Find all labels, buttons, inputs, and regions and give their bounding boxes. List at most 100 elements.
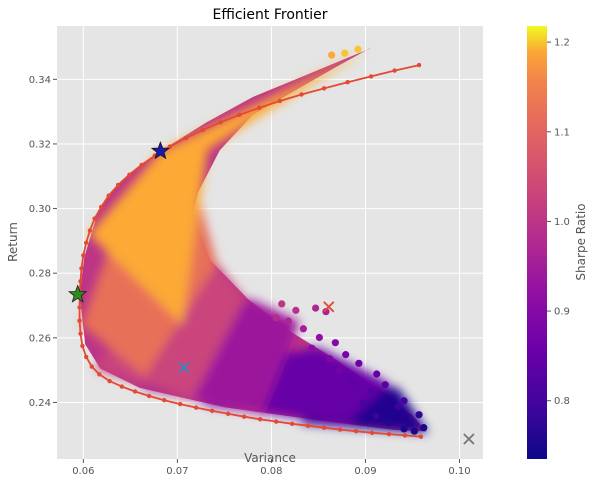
frontier-point (162, 397, 167, 403)
y-tick-label: 0.28 (29, 269, 51, 280)
frontier-point (273, 419, 279, 424)
frontier-point (321, 86, 327, 91)
portfolio-point (373, 370, 381, 378)
portfolio-point (272, 314, 280, 322)
x-tick-label: 0.06 (72, 466, 94, 477)
portfolio-point (308, 344, 316, 352)
frontier-point (402, 433, 408, 438)
frontier-point (78, 331, 83, 336)
frontier-point (78, 279, 83, 284)
frontier-point (289, 421, 295, 426)
frontier-point (337, 427, 343, 432)
x_marker_1 (323, 301, 335, 313)
frontier-point (193, 405, 199, 410)
frontier-point (81, 253, 86, 258)
min_variance-star (68, 284, 88, 303)
max_sharpe-star (150, 140, 171, 160)
frontier-point (127, 172, 132, 177)
portfolio-point (400, 397, 408, 405)
portfolio-point (381, 381, 389, 389)
portfolio-point (312, 304, 320, 312)
y-tick-label: 0.34 (29, 75, 51, 86)
frontier-point (80, 343, 85, 349)
portfolio-point (341, 49, 349, 57)
frontier-point (167, 144, 173, 149)
portfolio-point (331, 339, 339, 347)
frontier-point (92, 216, 97, 221)
portfolio-point (355, 359, 363, 367)
frontier-point (98, 204, 104, 210)
portfolio-point (348, 378, 356, 387)
portfolio-cloud (79, 45, 429, 435)
portfolio-point (284, 317, 292, 325)
frontier-point (132, 389, 138, 394)
frontier-point (183, 135, 189, 141)
frontier-point (146, 393, 152, 399)
portfolio-point (322, 308, 330, 316)
colorbar-label: Sharpe Ratio (574, 203, 588, 280)
frontier-point (107, 378, 112, 384)
frontier-point (305, 423, 311, 428)
colorbar-tick-label: 1.0 (554, 217, 570, 228)
frontier-point (83, 240, 89, 246)
cloud-shading (81, 48, 429, 434)
frontier-point (106, 193, 111, 198)
x_marker_3-stroke-b (463, 433, 475, 445)
portfolio-point (315, 333, 323, 342)
frontier-point (115, 182, 121, 188)
y-tick-label: 0.24 (29, 398, 51, 409)
portfolio-point (385, 418, 393, 427)
colorbar-tick-label: 0.8 (554, 396, 570, 407)
x-axis-label: Variance (244, 451, 296, 465)
frontier-point (209, 408, 215, 414)
colorbar-tick-label: 1.2 (554, 38, 570, 49)
portfolio-point (326, 355, 334, 363)
x_marker_1-stroke-b (323, 301, 335, 313)
x_marker_3 (463, 433, 475, 445)
colorbar-tick-label: 1.1 (554, 127, 570, 138)
sharpe-band (89, 48, 371, 325)
portfolio-point (410, 427, 418, 435)
x-axis-ticks: 0.06 0.07 0.08 0.09 0.10 (72, 459, 471, 477)
frontier-point (241, 414, 247, 419)
portfolio-point (354, 45, 362, 53)
x-tick-label: 0.10 (448, 466, 470, 477)
frontier-point (369, 430, 375, 436)
frontier-point (386, 431, 392, 437)
frontier-point (418, 434, 424, 439)
y-tick-label: 0.30 (29, 204, 51, 215)
portfolio-point (400, 425, 408, 433)
portfolio-point (406, 419, 414, 428)
portfolio-point (327, 51, 336, 59)
frontier-point (87, 228, 93, 233)
portfolio-point (278, 300, 286, 308)
frontier-point (83, 354, 89, 360)
frontier-point (139, 162, 144, 168)
portfolio-point (359, 399, 368, 407)
frontier-line (78, 64, 421, 438)
portfolio-point (367, 387, 375, 395)
frontier-point (321, 425, 327, 430)
frontier-point (225, 411, 231, 416)
x-tick-label: 0.07 (166, 466, 188, 477)
portfolio-point (342, 351, 350, 359)
frontier-point (200, 127, 205, 133)
frontier-point (79, 266, 84, 271)
frontier-point (218, 120, 223, 125)
frontier-point (89, 364, 94, 369)
frontier-point (257, 417, 263, 422)
frontier-point (416, 62, 422, 68)
x_marker_2-stroke-b (178, 361, 190, 374)
frontier-point (368, 74, 374, 79)
portfolio-point (372, 412, 380, 420)
x_marker_2 (178, 361, 190, 374)
portfolio-point (335, 367, 343, 375)
y-tick-label: 0.32 (29, 139, 51, 150)
frontier-point (77, 305, 82, 310)
frontier-point (77, 318, 82, 323)
frontier-point (392, 68, 397, 73)
portfolio-point (394, 402, 402, 410)
colorbar-tick-label: 0.9 (554, 307, 570, 318)
frontier-point (119, 384, 125, 389)
